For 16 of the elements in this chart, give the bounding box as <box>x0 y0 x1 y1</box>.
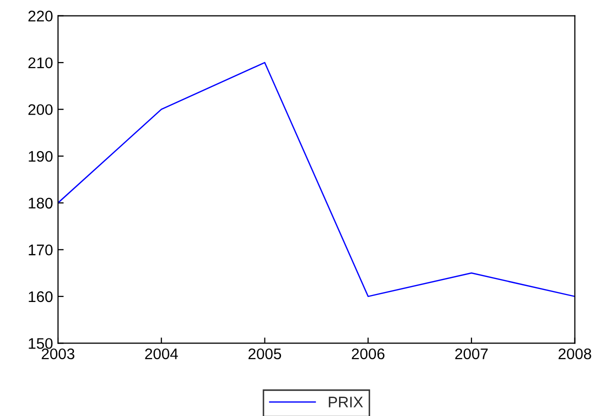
x-tick-label: 2003 <box>42 348 74 360</box>
x-tick-label: 2008 <box>558 348 592 360</box>
y-tick-label: 200 <box>28 104 53 116</box>
x-tick-label: 2007 <box>455 348 488 360</box>
legend-label: PRIX <box>328 396 363 408</box>
y-tick-label: 170 <box>28 244 53 256</box>
line-series <box>58 62 575 298</box>
y-tick-label: 210 <box>28 57 53 68</box>
y-tick-label: 190 <box>28 150 53 162</box>
y-tick-label: 160 <box>28 291 53 302</box>
y-tick-label: 180 <box>28 198 53 209</box>
x-tick-label: 2005 <box>248 348 282 360</box>
y-tick-label: 220 <box>28 10 53 22</box>
x-tick-label: 2004 <box>145 348 178 360</box>
x-tick-label: 2006 <box>352 348 384 360</box>
y-tick-label: 150 <box>28 338 53 349</box>
